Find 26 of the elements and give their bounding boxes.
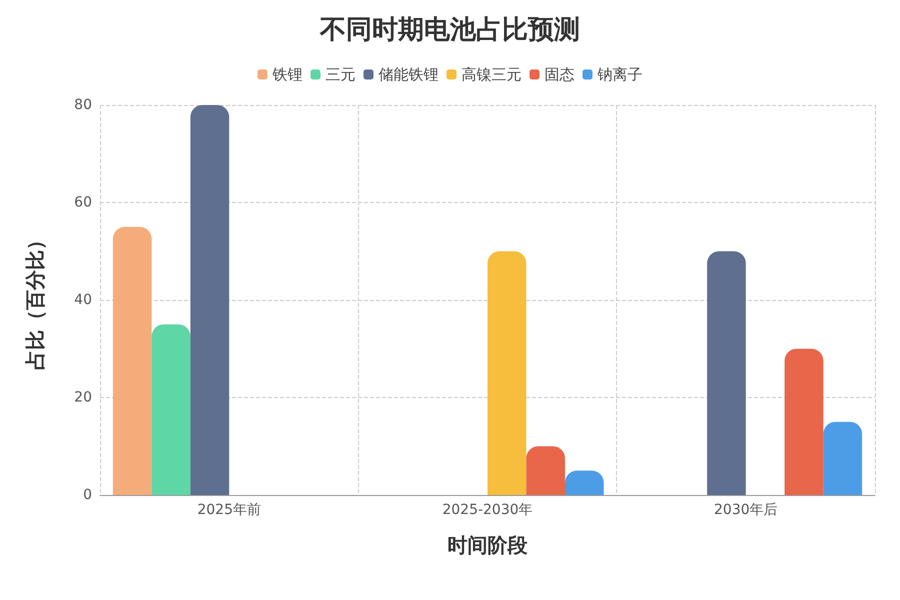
legend-label: 三元 [326, 66, 356, 84]
legend-label: 钠离子 [596, 66, 642, 84]
legend-label: 储能铁锂 [378, 66, 438, 84]
x-tick-label: 2025-2030年 [442, 502, 533, 518]
y-tick-label: 40 [74, 292, 92, 308]
bar [526, 446, 565, 495]
legend-label: 固态 [544, 66, 574, 84]
legend-label: 铁锂 [272, 66, 302, 84]
bar [488, 251, 526, 495]
bar [707, 251, 746, 495]
bar [190, 105, 230, 495]
legend-label: 高镍三元 [462, 66, 522, 84]
y-tick-label: 80 [74, 97, 92, 113]
bar [112, 226, 152, 495]
bar [152, 324, 190, 495]
x-axis-title: 时间阶段 [448, 533, 528, 557]
y-tick-label: 60 [74, 194, 92, 210]
x-tick-label: 2025年前 [197, 502, 261, 518]
bar [823, 422, 862, 495]
chart-title: 不同时期电池占比预测 [319, 15, 580, 45]
bar [565, 470, 604, 495]
y-axis-title: 占比（百分比） [23, 230, 47, 370]
y-tick-label: 0 [83, 487, 92, 503]
x-tick-label: 2030年后 [714, 502, 778, 518]
y-tick-label: 20 [74, 390, 92, 406]
bar [784, 348, 824, 495]
